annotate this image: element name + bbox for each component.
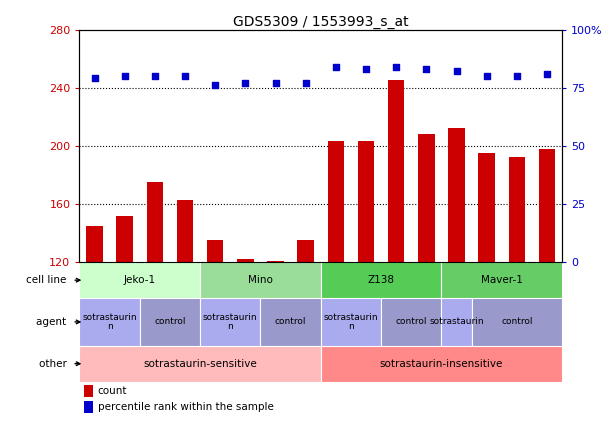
Point bbox=[512, 73, 522, 80]
Text: percentile rank within the sample: percentile rank within the sample bbox=[98, 402, 274, 412]
Point bbox=[210, 82, 220, 89]
Bar bbox=[207, 240, 224, 262]
Bar bbox=[327, 141, 344, 262]
Point bbox=[90, 75, 100, 82]
Point bbox=[361, 66, 371, 72]
Text: Maver-1: Maver-1 bbox=[481, 275, 523, 285]
Point bbox=[542, 70, 552, 77]
Point bbox=[241, 80, 251, 86]
Bar bbox=[508, 157, 525, 262]
Text: Z138: Z138 bbox=[368, 275, 395, 285]
Bar bbox=[140, 298, 200, 346]
Bar bbox=[86, 226, 103, 262]
Bar bbox=[388, 80, 404, 262]
Text: sotrastaurin
n: sotrastaurin n bbox=[203, 313, 258, 331]
Point bbox=[331, 63, 341, 70]
Bar bbox=[200, 262, 321, 298]
Bar bbox=[298, 240, 314, 262]
Bar bbox=[442, 298, 472, 346]
Bar bbox=[260, 298, 321, 346]
Bar bbox=[478, 153, 495, 262]
Point bbox=[150, 73, 159, 80]
Bar bbox=[357, 141, 375, 262]
Bar bbox=[539, 149, 555, 262]
Bar bbox=[321, 298, 381, 346]
Bar bbox=[442, 262, 562, 298]
Point bbox=[482, 73, 492, 80]
Text: sotrastaurin-insensitive: sotrastaurin-insensitive bbox=[380, 359, 503, 369]
Point bbox=[120, 73, 130, 80]
Text: other: other bbox=[38, 359, 70, 369]
Bar bbox=[147, 182, 163, 262]
Bar bbox=[200, 298, 260, 346]
Bar bbox=[79, 262, 200, 298]
Text: sotrastaurin
n: sotrastaurin n bbox=[324, 313, 378, 331]
Text: control: control bbox=[395, 317, 427, 327]
Point bbox=[422, 66, 431, 72]
Text: sotrastaurin: sotrastaurin bbox=[429, 317, 484, 327]
Bar bbox=[448, 129, 465, 262]
Title: GDS5309 / 1553993_s_at: GDS5309 / 1553993_s_at bbox=[233, 14, 409, 29]
Bar bbox=[116, 216, 133, 262]
Bar bbox=[79, 298, 140, 346]
Bar bbox=[177, 200, 193, 262]
Text: sotrastaurin-sensitive: sotrastaurin-sensitive bbox=[143, 359, 257, 369]
Bar bbox=[418, 134, 434, 262]
Point bbox=[391, 63, 401, 70]
Bar bbox=[321, 346, 562, 382]
Bar bbox=[237, 259, 254, 262]
Text: Mino: Mino bbox=[248, 275, 273, 285]
Text: cell line: cell line bbox=[26, 275, 70, 285]
Bar bbox=[321, 262, 442, 298]
Text: control: control bbox=[154, 317, 186, 327]
Bar bbox=[79, 346, 321, 382]
Bar bbox=[84, 385, 93, 397]
Text: Jeko-1: Jeko-1 bbox=[123, 275, 156, 285]
Text: agent: agent bbox=[37, 317, 70, 327]
Text: count: count bbox=[98, 386, 127, 396]
Bar bbox=[84, 401, 93, 413]
Text: control: control bbox=[275, 317, 306, 327]
Point bbox=[301, 80, 310, 86]
Point bbox=[180, 73, 190, 80]
Bar bbox=[472, 298, 562, 346]
Bar bbox=[267, 261, 284, 262]
Bar bbox=[381, 298, 442, 346]
Text: control: control bbox=[501, 317, 533, 327]
Point bbox=[271, 80, 280, 86]
Text: sotrastaurin
n: sotrastaurin n bbox=[82, 313, 137, 331]
Point bbox=[452, 68, 461, 75]
